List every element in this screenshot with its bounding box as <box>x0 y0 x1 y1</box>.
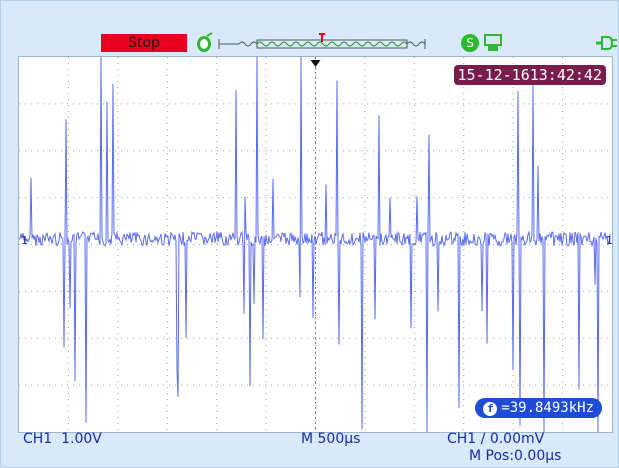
frequency-value: =39.8493kHz <box>501 400 594 416</box>
frequency-readout: f =39.8493kHz <box>475 398 602 418</box>
timebase-label: M 500μs <box>301 431 361 447</box>
trigger-label: CH1 ∕ 0.00mV <box>447 431 545 447</box>
settings-icon: S <box>461 34 479 52</box>
timestamp-badge: 15-12-1613:42:42 <box>453 65 606 85</box>
trigger-window-icon <box>218 33 426 49</box>
trigger-position-marker <box>310 60 321 67</box>
usb-icon <box>484 34 502 51</box>
power-plug-icon <box>596 36 617 50</box>
status-bar: Stop S <box>19 31 619 57</box>
svg-text:S: S <box>466 36 474 50</box>
channel-marker-right: 1 <box>606 234 613 247</box>
ch1-scale: CH1 1.00V <box>23 431 102 447</box>
ch1-waveform-trace <box>19 57 612 432</box>
position-label: M Pos:0.00μs <box>469 448 562 464</box>
waveform-plot <box>19 57 612 432</box>
frequency-icon: f <box>483 402 498 416</box>
channel-marker-left: 1 <box>21 234 28 247</box>
run-stop-status[interactable]: Stop <box>101 34 187 52</box>
probe-icon <box>197 32 213 52</box>
waveform-display[interactable]: 15-12-1613:42:42 f =39.8493kHz <box>18 56 613 433</box>
